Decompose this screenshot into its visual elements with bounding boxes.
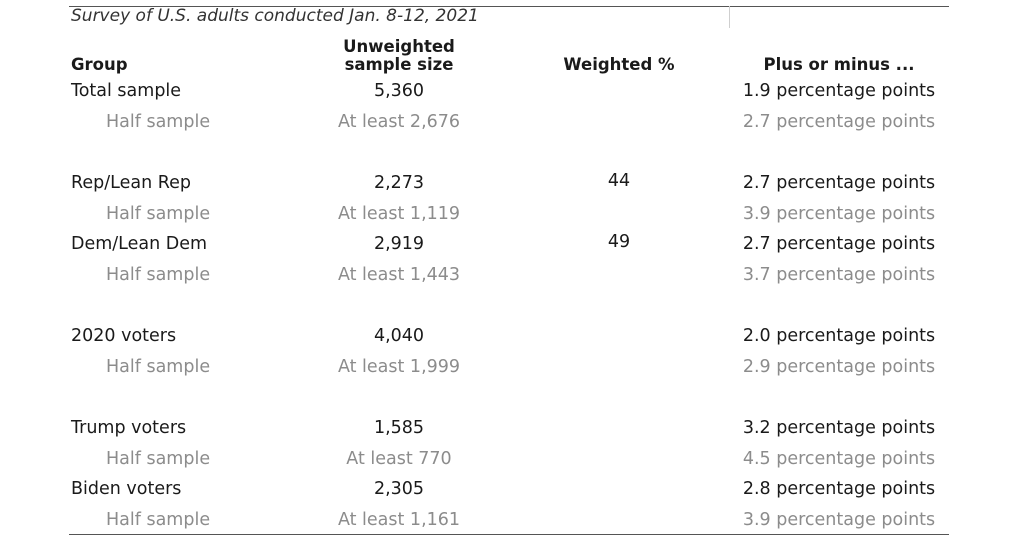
cell-group: Half sample [106,204,211,224]
cell-group: Half sample [106,265,211,285]
cell-sample-size: 2,919 [373,234,425,254]
cell-sample-size: 2,305 [373,479,425,499]
margin-of-error-table: Survey of U.S. adults conducted Jan. 8-1… [69,0,949,542]
header-sample-size-line2: sample size [344,55,454,74]
header-sample-size-line1: Unweighted [343,37,455,56]
table-row: Rep/Lean Rep 2,273 44 2.7 percentage poi… [69,171,949,197]
cell-sample-size: 1,585 [373,418,425,438]
cell-sample-size: At least 1,443 [337,265,461,285]
top-rule [69,6,949,7]
table-subtitle: Survey of U.S. adults conducted Jan. 8-1… [71,6,479,26]
table-row: Half sample At least 1,443 3.7 percentag… [69,265,949,289]
header-margin-of-error: Plus or minus ... [763,55,915,74]
cell-sample-size: At least 1,161 [337,510,461,530]
table-row: Half sample At least 1,119 3.9 percentag… [69,204,949,228]
header-weighted: Weighted % [563,55,675,74]
cell-margin-of-error: 3.9 percentage points [742,204,936,224]
table-row: Dem/Lean Dem 2,919 49 2.7 percentage poi… [69,232,949,258]
cell-sample-size: 2,273 [373,173,425,193]
cell-margin-of-error: 2.9 percentage points [742,357,936,377]
cell-margin-of-error: 2.8 percentage points [742,479,936,499]
cell-margin-of-error: 1.9 percentage points [742,81,936,101]
table-row: Biden voters 2,305 2.8 percentage points [69,479,949,503]
cell-group: Dem/Lean Dem [71,234,208,254]
cell-group: Half sample [106,510,211,530]
cell-sample-size: At least 770 [346,449,452,469]
cell-sample-size: 5,360 [373,81,425,101]
cell-group: Rep/Lean Rep [71,173,191,193]
cell-margin-of-error: 3.7 percentage points [742,265,936,285]
cell-margin-of-error: 2.7 percentage points [742,112,936,132]
cell-group: Half sample [106,112,211,132]
cell-margin-of-error: 3.9 percentage points [742,510,936,530]
cell-margin-of-error: 3.2 percentage points [742,418,936,438]
cell-margin-of-error: 2.7 percentage points [742,234,936,254]
bottom-rule [69,534,949,535]
cell-group: 2020 voters [71,326,177,346]
cell-margin-of-error: 4.5 percentage points [742,449,936,469]
table-row: Half sample At least 2,676 2.7 percentag… [69,112,949,136]
table-row: 2020 voters 4,040 2.0 percentage points [69,326,949,350]
cell-margin-of-error: 2.0 percentage points [742,326,936,346]
table-row: Total sample 5,360 1.9 percentage points [69,81,949,105]
cell-weighted: 49 [607,232,631,252]
cell-sample-size: 4,040 [373,326,425,346]
cell-sample-size: At least 1,119 [337,204,461,224]
column-divider [729,6,730,28]
cell-sample-size: At least 2,676 [337,112,461,132]
cell-sample-size: At least 1,999 [337,357,461,377]
header-sample-size: Unweighted sample size [299,38,499,74]
cell-group: Half sample [106,449,211,469]
header-group: Group [71,55,128,74]
cell-group: Biden voters [71,479,182,499]
cell-margin-of-error: 2.7 percentage points [742,173,936,193]
cell-weighted: 44 [607,171,631,191]
cell-group: Half sample [106,357,211,377]
table-row: Trump voters 1,585 3.2 percentage points [69,418,949,442]
table-row: Half sample At least 770 4.5 percentage … [69,449,949,473]
cell-group: Trump voters [71,418,187,438]
table-row: Half sample At least 1,161 3.9 percentag… [69,510,949,534]
table-row: Half sample At least 1,999 2.9 percentag… [69,357,949,381]
cell-group: Total sample [71,81,182,101]
